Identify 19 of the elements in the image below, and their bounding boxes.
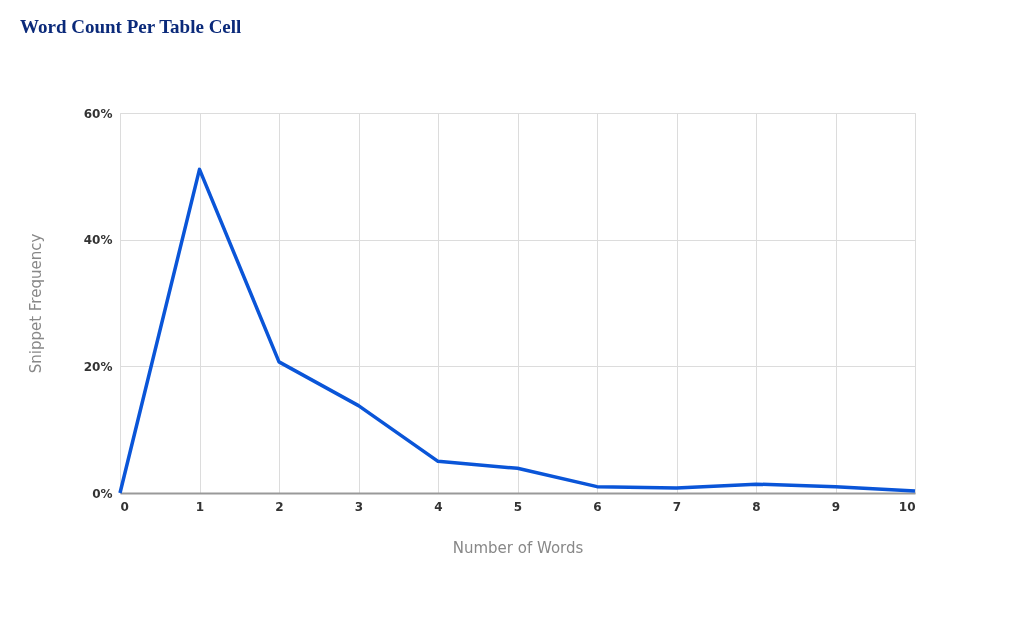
x-tick-label: 8 [752, 499, 761, 514]
y-axis-title: Snippet Frequency [26, 233, 45, 374]
x-tick-label: 0 [120, 499, 129, 514]
y-tick-label: 0% [92, 486, 113, 501]
x-tick-label: 2 [275, 499, 284, 514]
chart-title: Word Count Per Table Cell [20, 16, 242, 37]
x-tick-label: 5 [513, 499, 523, 514]
y-tick-label: 40% [83, 233, 113, 248]
x-tick-label: 6 [593, 499, 602, 514]
x-axis-title: Number of Words [452, 538, 584, 557]
x-tick-label: 3 [354, 499, 364, 514]
x-tick-label: 9 [831, 499, 841, 514]
x-tick-label: 7 [672, 499, 682, 514]
x-tick-label: 1 [195, 499, 205, 514]
line-series [118, 167, 917, 495]
y-tick-label: 60% [83, 106, 113, 121]
x-tick-label: 10 [898, 499, 916, 514]
x-tick-label: 4 [434, 499, 443, 514]
y-tick-label: 20% [83, 359, 113, 374]
